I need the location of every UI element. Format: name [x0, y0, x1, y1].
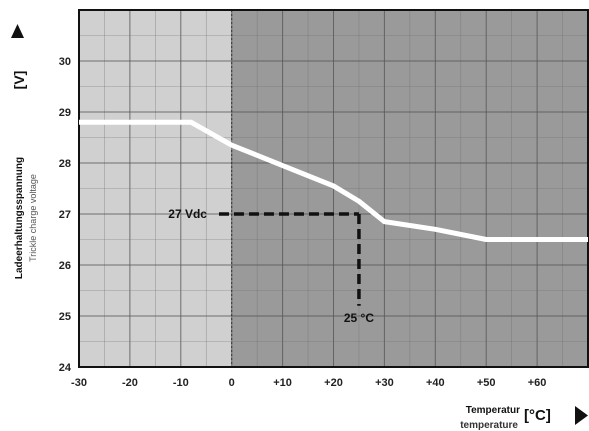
x-tick-label: 0	[229, 377, 235, 389]
y-axis-title: Ladeerhaltungsspannung	[14, 157, 25, 279]
y-axis-unit: [V]	[11, 71, 27, 90]
y-axis-arrow-icon	[11, 24, 24, 38]
annotation-27vdc-label: 27 Vdc	[168, 207, 207, 221]
x-tick-label: +60	[528, 377, 547, 389]
y-tick-label: 28	[59, 158, 71, 170]
x-tick-label: +50	[477, 377, 496, 389]
x-tick-label: -20	[122, 377, 138, 389]
x-tick-label: +40	[426, 377, 445, 389]
grid-lines	[78, 9, 589, 368]
x-tick-labels: -30 -20 -10 0 +10 +20 +30 +40 +50 +60	[71, 377, 546, 389]
y-tick-label: 25	[59, 311, 71, 323]
y-tick-label: 30	[59, 56, 71, 68]
y-axis-title-secondary: Trickle charge voltage	[28, 174, 38, 262]
y-tick-label: 24	[59, 362, 72, 374]
x-axis-arrow-icon	[575, 406, 588, 425]
y-tick-label: 26	[59, 260, 71, 272]
plot-frame	[78, 9, 589, 368]
x-tick-label: +20	[324, 377, 343, 389]
x-axis-title-secondary: temperature	[460, 420, 518, 431]
y-tick-label: 29	[59, 107, 71, 119]
series-line	[79, 119, 588, 242]
annotation-25c-label: 25 °C	[344, 311, 374, 325]
x-tick-label: -10	[173, 377, 189, 389]
x-tick-label: +10	[273, 377, 292, 389]
y-tick-label: 27	[59, 209, 71, 221]
x-axis-title: Temperatur	[466, 405, 520, 416]
y-tick-labels: 24 25 26 27 28 29 30	[59, 56, 72, 374]
x-tick-label: -30	[71, 377, 87, 389]
x-axis-unit: [°C]	[524, 407, 551, 424]
x-tick-label: +30	[375, 377, 394, 389]
